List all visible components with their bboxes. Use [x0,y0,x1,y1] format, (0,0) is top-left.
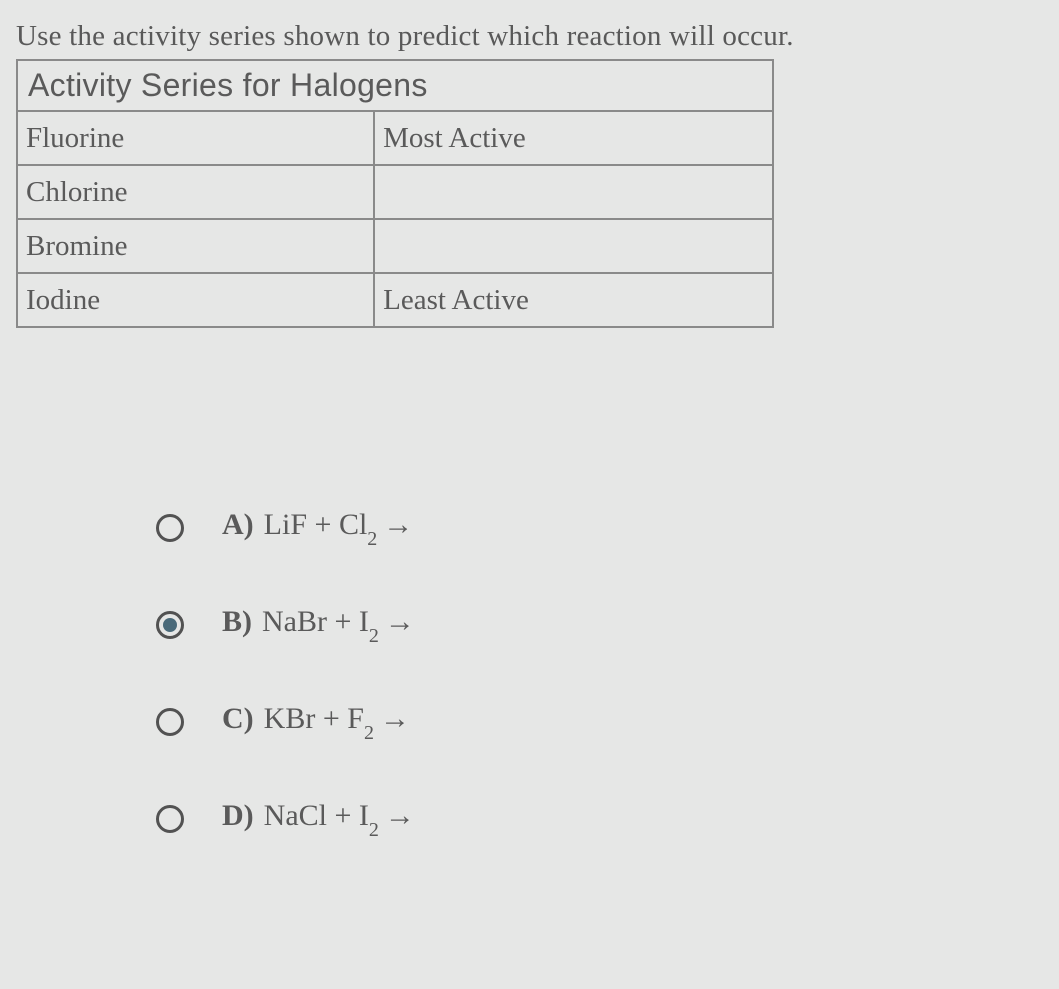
option-formula: LiF + Cl2 → [264,508,414,547]
answer-options: A) LiF + Cl2→ B) NaBr + I2→ C) KBr + F2→… [156,508,1043,838]
plus-sign: + [315,702,347,735]
reaction-arrow: → [380,702,410,735]
subscript: 2 [364,722,374,744]
activity-series-table: Activity Series for Halogens Fluorine Mo… [16,59,774,328]
table-row: Fluorine Most Active [17,111,773,165]
option-formula: NaBr + I2 → [262,605,415,644]
compound: NaBr [262,605,327,638]
compound: LiF [264,508,307,541]
option-b[interactable]: B) NaBr + I2 → [156,605,1043,644]
activity-cell: Most Active [374,111,773,165]
subscript: 2 [369,625,379,647]
element: I [359,605,369,638]
option-letter: D) [222,799,254,833]
option-letter: C) [222,702,254,736]
subscript: 2 [369,819,379,841]
option-formula: KBr + F2 → [264,702,410,741]
halogen-cell: Iodine [17,273,374,327]
radio-d[interactable] [156,805,184,833]
element: F [347,702,364,735]
option-d[interactable]: D) NaCl + I2 → [156,799,1043,838]
element: I [359,799,369,832]
halogen-cell: Bromine [17,219,374,273]
option-formula: NaCl + I2 → [264,799,415,838]
element: Cl [339,508,367,541]
plus-sign: + [327,799,359,832]
option-a[interactable]: A) LiF + Cl2 → [156,508,1043,547]
option-d-label: D) NaCl + I2 → [222,799,415,838]
halogen-cell: Fluorine [17,111,374,165]
radio-c[interactable] [156,708,184,736]
reaction-arrow: → [383,508,413,541]
compound: KBr [264,702,316,735]
activity-cell [374,219,773,273]
option-letter: A) [222,508,254,542]
plus-sign: + [327,605,359,638]
option-letter: B) [222,605,252,639]
radio-b[interactable] [156,611,184,639]
option-c-label: C) KBr + F2 → [222,702,410,741]
option-b-label: B) NaBr + I2 → [222,605,415,644]
activity-cell: Least Active [374,273,773,327]
table-row: Bromine [17,219,773,273]
halogen-cell: Chlorine [17,165,374,219]
question-prompt: Use the activity series shown to predict… [16,20,1043,53]
plus-sign: + [307,508,339,541]
option-c[interactable]: C) KBr + F2 → [156,702,1043,741]
reaction-arrow: → [385,605,415,638]
table-row: Iodine Least Active [17,273,773,327]
radio-a[interactable] [156,514,184,542]
activity-cell [374,165,773,219]
table-row: Chlorine [17,165,773,219]
table-header: Activity Series for Halogens [17,60,773,111]
reaction-arrow: → [385,799,415,832]
subscript: 2 [367,528,377,550]
option-a-label: A) LiF + Cl2 → [222,508,413,547]
compound: NaCl [264,799,327,832]
